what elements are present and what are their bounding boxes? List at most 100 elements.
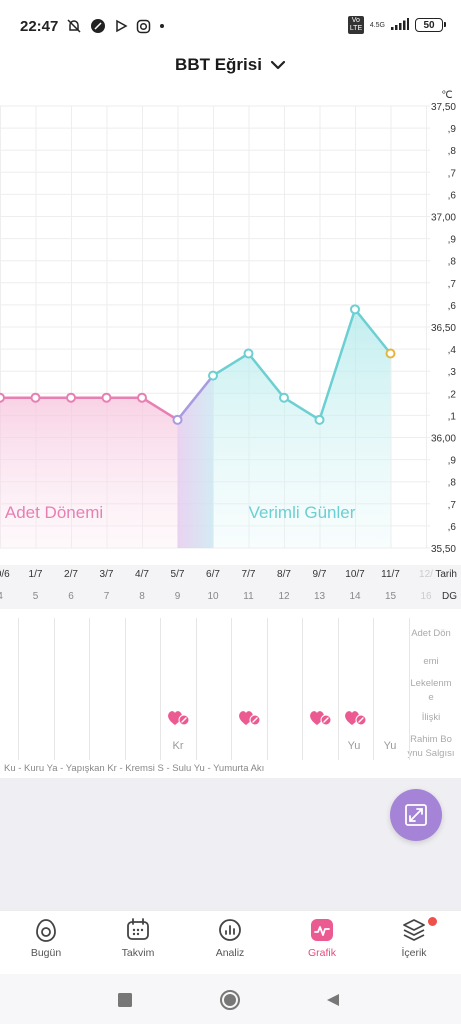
nav-item-analysis[interactable]: Analiz <box>195 917 265 959</box>
side-label-spotting-2: e <box>407 692 455 704</box>
y-tick-label: ,6 <box>448 301 457 312</box>
date-cell[interactable]: 2/7 <box>64 569 78 580</box>
side-label-mucus-1: Rahim Bo <box>410 734 452 745</box>
data-point[interactable] <box>66 392 76 403</box>
status-bar: 22:47 Vo LTE 4.5G 50 <box>0 0 461 52</box>
date-cell[interactable]: 7/7 <box>241 569 256 580</box>
date-cell[interactable]: 9/7 <box>312 569 327 580</box>
notification-badge <box>428 917 437 926</box>
date-cell[interactable]: 30/6 <box>0 569 10 580</box>
intercourse-heart-icon[interactable] <box>343 708 369 728</box>
nav-label-analysis: Analiz <box>215 947 245 959</box>
detail-grid-line <box>408 618 410 760</box>
date-cell[interactable]: 1/7 <box>28 569 43 580</box>
cycle-day-cell: 15 <box>384 591 397 602</box>
nav-item-graph[interactable]: Grafik <box>287 917 357 959</box>
back-triangle-icon <box>327 994 339 1006</box>
side-label-intercourse-text: İlişki <box>421 712 441 723</box>
nav-label-calendar: Takvim <box>121 947 155 959</box>
expand-icon <box>405 804 427 826</box>
mucus-yu-cell-1[interactable]: Yu <box>347 740 361 752</box>
cycle-day-cell: 6 <box>68 591 74 602</box>
y-tick-label: ,7 <box>448 500 457 511</box>
battery-icon: 50 <box>415 18 446 32</box>
bbt-chart: 37,50 ,9 ,8 ,7 ,6 37,00 ,9 ,8 ,7 ,6 36,50 ,4 ,3 ,2 ,1 3… <box>0 86 461 616</box>
data-point[interactable] <box>172 414 183 425</box>
side-label-mucus-2-text: ynu Salgısı <box>407 748 455 759</box>
y-tick-label: ,9 <box>448 124 457 135</box>
y-tick-label: ,6 <box>448 522 457 533</box>
data-point[interactable] <box>314 414 325 425</box>
bell-off-icon <box>66 18 82 34</box>
date-cell[interactable]: 11/7 <box>381 569 400 580</box>
page-title[interactable]: BBT Eğrisi <box>175 55 262 74</box>
detail-grid-line <box>124 618 126 760</box>
series-segment <box>353 308 392 355</box>
cycle-row-label: DG <box>442 591 457 602</box>
cycle-day-cell: 16 <box>420 591 432 602</box>
cycle-day-cell: 8 <box>139 591 145 602</box>
data-point[interactable] <box>208 370 218 381</box>
date-cell[interactable]: 8/7 <box>277 569 291 580</box>
recents-button[interactable] <box>112 987 138 1013</box>
graph-icon <box>309 917 335 943</box>
detail-grid-line <box>302 618 303 760</box>
detail-grid-line <box>160 618 161 760</box>
side-label-spotting-1: Lekelenm <box>410 678 452 689</box>
mucus-kr-cell[interactable]: Kr <box>172 740 184 752</box>
y-tick-label: ,6 <box>448 190 457 201</box>
cycle-day-cell: 12 <box>278 591 290 602</box>
detail-grid-line <box>18 618 19 760</box>
square-icon <box>118 993 132 1007</box>
data-point[interactable] <box>385 348 396 359</box>
back-button[interactable] <box>320 987 346 1013</box>
date-cell[interactable]: 6/7 <box>206 569 220 580</box>
data-point[interactable] <box>137 392 147 403</box>
cycle-day-cell: 11 <box>243 591 254 602</box>
nav-item-today[interactable]: Bugün <box>11 917 81 959</box>
layers-icon <box>401 917 427 943</box>
y-tick-label: ,9 <box>448 456 457 467</box>
y-tick-label: 37,00 <box>431 213 456 224</box>
status-time: 22:47 <box>20 17 59 35</box>
date-cell[interactable]: 5/7 <box>170 569 185 580</box>
signal-icon <box>391 17 409 34</box>
data-point[interactable] <box>243 348 254 359</box>
detail-grid-line <box>373 618 374 760</box>
date-cell[interactable]: 4/7 <box>135 569 149 580</box>
data-point[interactable] <box>101 392 112 403</box>
data-point[interactable] <box>350 304 360 315</box>
fertile-label: Verimli Günler <box>249 503 356 522</box>
date-cell[interactable]: 12/ <box>419 569 433 580</box>
y-tick-label: 37,50 <box>431 102 456 113</box>
data-point[interactable] <box>0 392 5 403</box>
cycle-day-cell: 4 <box>0 591 20 602</box>
date-row-label: Tarih <box>435 569 457 580</box>
data-point[interactable] <box>30 392 41 403</box>
side-label-period-1: Adet Dön <box>411 628 451 639</box>
expand-button[interactable] <box>390 789 442 841</box>
date-cell[interactable]: 3/7 <box>99 569 114 580</box>
nav-item-calendar[interactable]: Takvim <box>103 917 173 959</box>
y-tick-label: 35,50 <box>431 544 456 555</box>
intercourse-heart-icon[interactable] <box>308 708 334 728</box>
chevron-down-icon[interactable] <box>270 60 286 70</box>
date-cell[interactable]: 10/7 <box>345 569 365 580</box>
home-button[interactable] <box>217 987 243 1013</box>
fertile-area <box>213 309 391 548</box>
mucus-yu-cell-2[interactable]: Yu <box>383 740 397 752</box>
nav-item-content[interactable]: İçerik <box>379 917 449 959</box>
dot-icon <box>159 23 165 29</box>
y-tick-label: ,9 <box>448 235 457 246</box>
y-tick-label: 36,50 <box>431 323 456 334</box>
header[interactable]: BBT Eğrisi <box>0 48 461 82</box>
intercourse-heart-icon[interactable] <box>237 708 263 728</box>
cycle-day-row: DG 4 5 6 7 8 9 10 11 12 13 14 15 16 <box>0 587 461 609</box>
data-point[interactable] <box>279 392 289 403</box>
intercourse-heart-icon[interactable] <box>166 708 192 728</box>
detail-grid-line <box>195 618 197 760</box>
series-segment <box>282 396 321 422</box>
y-tick-label: ,7 <box>448 168 457 179</box>
detail-grid-line <box>53 618 55 760</box>
y-tick-label: ,4 <box>448 345 457 356</box>
